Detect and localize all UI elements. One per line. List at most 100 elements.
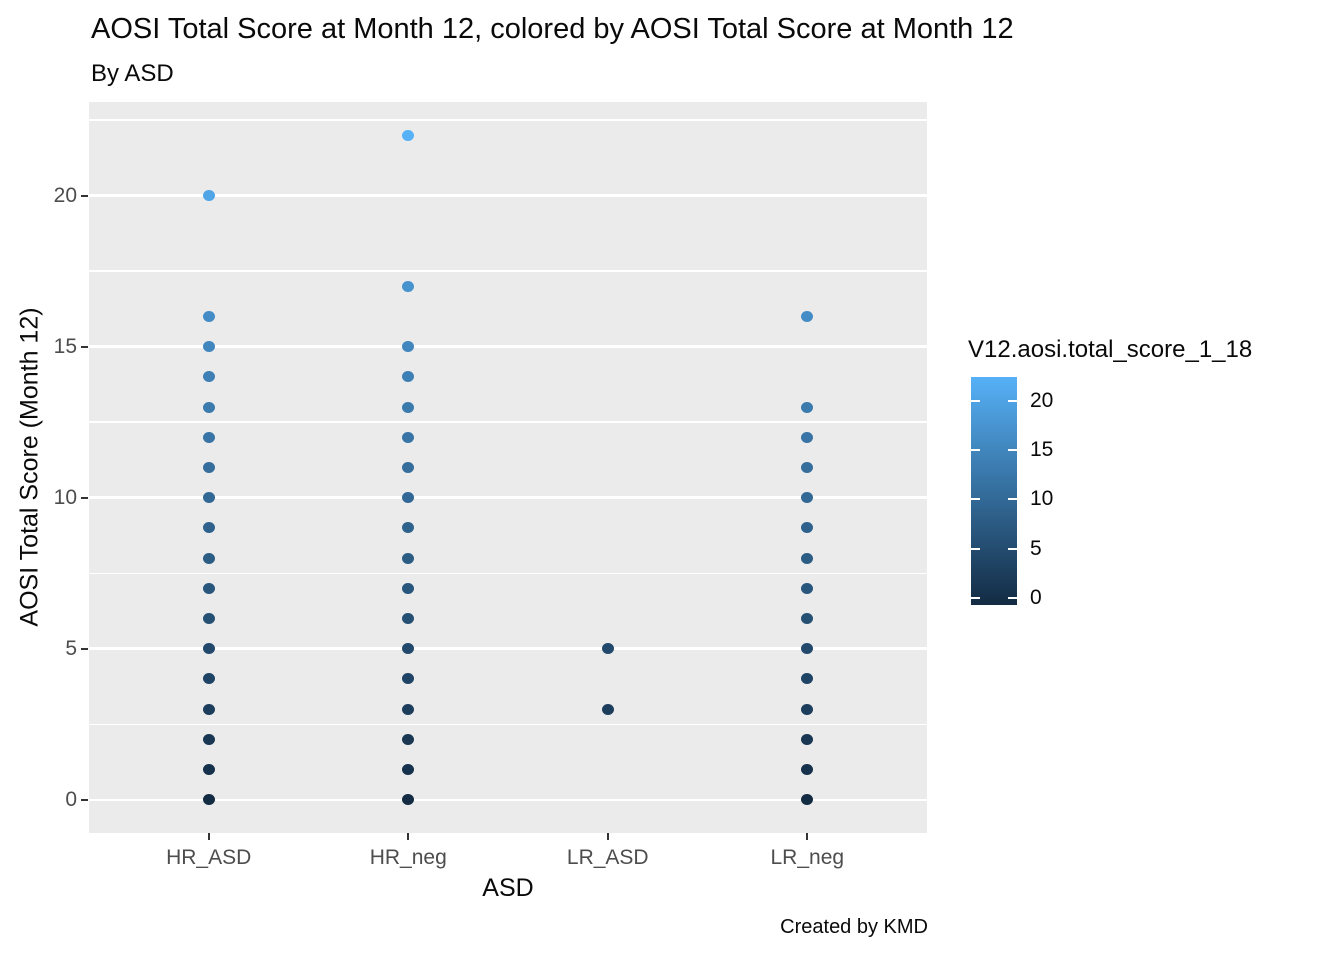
y-tick-label: 20 [53,183,77,207]
data-point [202,643,215,655]
y-axis-title: AOSI Total Score (Month 12) [15,307,44,627]
data-point [402,552,415,564]
data-point [402,371,415,383]
data-point [801,310,814,322]
major-gridline [89,798,927,802]
minor-gridline [89,270,927,272]
legend-tick-mark [971,547,980,550]
x-tick-label: HR_neg [369,846,447,869]
legend-tick-mark [971,597,980,599]
legend-tick-label: 10 [1030,487,1054,511]
legend-tick-label: 0 [1030,586,1042,609]
x-tick-mark [207,833,210,840]
data-point [402,673,415,685]
data-point [202,492,215,504]
data-point [801,703,814,715]
data-point [202,431,215,443]
data-point [402,341,415,353]
legend-tick-label: 20 [1030,388,1054,412]
data-point [202,582,215,594]
x-tick-label: LR_neg [770,846,845,869]
x-tick-mark [806,833,809,840]
y-tick-label: 0 [65,787,77,811]
legend-tick-mark [971,498,980,501]
minor-gridline [89,723,927,725]
data-point [202,341,215,353]
data-point [202,190,215,202]
data-point [801,764,814,776]
data-point [801,401,814,413]
x-axis-title: ASD [482,874,534,902]
data-point [402,703,415,715]
chart-title: AOSI Total Score at Month 12, colored by… [91,13,1014,45]
major-gridline [89,345,927,348]
x-tick-label: LR_ASD [566,846,649,869]
legend-tick-mark [1008,597,1017,599]
major-gridline [89,496,927,499]
chart-subtitle: By ASD [91,60,174,87]
legend-tick-mark [971,399,980,402]
legend-tick-label: 15 [1030,438,1054,462]
data-point [202,733,215,745]
y-tick-mark [81,798,88,801]
data-point [601,643,614,655]
data-point [202,673,215,685]
y-tick-label: 5 [65,636,77,660]
data-point [402,613,415,625]
y-tick-mark [81,496,88,499]
data-point [402,401,415,413]
x-tick-label: HR_ASD [166,846,252,869]
data-point [801,733,814,745]
data-point [202,462,215,473]
data-point [801,673,814,685]
x-tick-mark [606,833,609,840]
data-point [402,794,415,806]
data-point [801,492,814,504]
data-point [801,431,814,443]
data-point [402,492,415,504]
legend-tick-mark [971,449,980,452]
data-point [402,582,415,594]
data-point [402,643,415,655]
data-point [801,794,814,806]
legend-colorbar [971,377,1017,605]
y-tick-mark [81,647,88,650]
y-tick-label: 15 [53,334,77,358]
legend-tick-mark [1008,547,1017,550]
data-point [402,522,415,534]
data-point [801,462,814,473]
minor-gridline [89,421,927,423]
y-tick-mark [81,345,88,348]
data-point [202,310,215,322]
minor-gridline [89,572,927,574]
data-point [202,764,215,776]
data-point [402,431,415,443]
data-point [801,613,814,625]
y-tick-mark [81,194,88,197]
data-point [402,280,415,292]
major-gridline [89,647,927,650]
data-point [202,794,215,806]
legend-title: V12.aosi.total_score_1_18 [968,336,1253,363]
data-point [402,129,415,141]
data-point [801,643,814,655]
data-point [202,552,215,564]
data-point [801,522,814,534]
data-point [402,764,415,776]
data-point [801,552,814,564]
data-point [202,613,215,625]
data-point [202,522,215,534]
data-point [202,703,215,715]
major-gridline [89,194,927,197]
chart-caption: Created by KMD [780,916,928,938]
legend-tick-label: 5 [1030,536,1042,560]
legend-tick-mark [1008,498,1017,501]
legend-tick-mark [1008,399,1017,402]
y-tick-label: 10 [53,485,77,509]
plot-panel [89,102,927,833]
legend-tick-mark [1008,449,1017,452]
data-point [202,371,215,383]
x-tick-mark [407,833,410,840]
data-point [601,703,614,715]
